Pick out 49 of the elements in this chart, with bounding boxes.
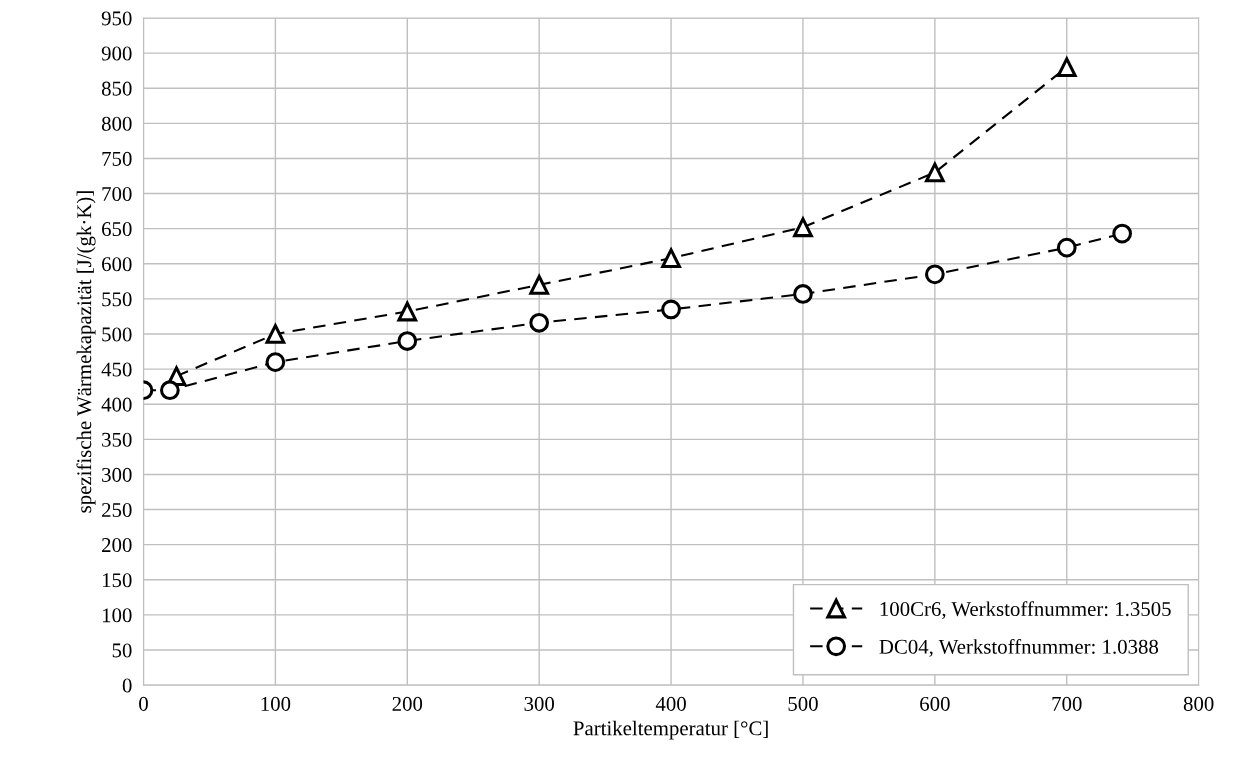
point bbox=[1056, 57, 1077, 78]
y-tick-label: 650 bbox=[102, 222, 132, 237]
point bbox=[661, 299, 681, 320]
x-tick-label: 800 bbox=[1183, 696, 1214, 711]
y-tick-label: 800 bbox=[101, 116, 132, 131]
y-tick-label: 300 bbox=[102, 467, 132, 482]
legend-label: 100Cr6, Werkstoffnummer: 1.3505 bbox=[880, 601, 1171, 620]
y-tick-label: 900 bbox=[101, 46, 132, 61]
x-tick-label: 100 bbox=[261, 696, 291, 711]
y-tick-label: 950 bbox=[101, 11, 132, 26]
y-tick-label: 100 bbox=[102, 608, 132, 623]
y-tick-label: 700 bbox=[102, 186, 132, 201]
y-tick-label: 250 bbox=[102, 502, 132, 517]
point bbox=[265, 324, 286, 344]
legend-label: DC04, Werkstoffnummer: 1.0388 bbox=[879, 638, 1159, 657]
point bbox=[1112, 223, 1133, 244]
point bbox=[529, 274, 550, 295]
point bbox=[529, 312, 550, 333]
point bbox=[925, 264, 945, 285]
point bbox=[397, 331, 418, 351]
x-tick-label: 700 bbox=[1052, 696, 1082, 711]
y-tick-label: 600 bbox=[102, 257, 132, 272]
y-tick-label: 0 bbox=[122, 678, 132, 693]
y-tick-label: 850 bbox=[101, 81, 132, 96]
point bbox=[793, 284, 813, 304]
point bbox=[396, 299, 418, 322]
x-tick-label: 400 bbox=[655, 696, 686, 711]
x-tick-label: 600 bbox=[920, 696, 950, 711]
x-tick-label: 200 bbox=[392, 696, 423, 711]
x-tick-label: 500 bbox=[788, 696, 818, 711]
point bbox=[160, 380, 180, 401]
y-tick-label: 750 bbox=[102, 151, 132, 166]
y-tick-label: 400 bbox=[101, 397, 132, 412]
point bbox=[793, 217, 813, 238]
x-tick-label: 300 bbox=[524, 696, 555, 711]
y-tick-label: 350 bbox=[102, 432, 132, 447]
y-tick-label: 450 bbox=[101, 362, 132, 377]
y-tick-label: 150 bbox=[102, 573, 132, 588]
point bbox=[661, 248, 681, 269]
x-axis-title: Partikeltemperatur [°C] bbox=[573, 720, 768, 740]
point bbox=[265, 352, 286, 372]
y-tick-label: 500 bbox=[102, 327, 132, 342]
point bbox=[1056, 237, 1077, 258]
y-axis-title: spezifische Wärmekapazität [J/(gk·K)] bbox=[76, 191, 96, 513]
x-tick-label: 0 bbox=[139, 696, 148, 711]
y-tick-label: 50 bbox=[112, 643, 132, 658]
point bbox=[924, 160, 946, 183]
y-tick-label: 550 bbox=[102, 292, 132, 307]
y-tick-label: 200 bbox=[102, 538, 132, 553]
